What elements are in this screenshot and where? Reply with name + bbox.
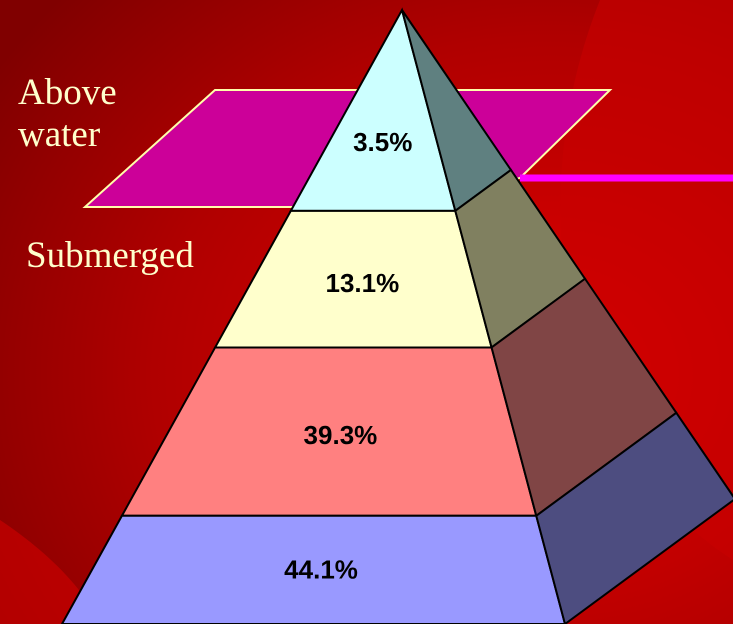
- value-label: 39.3%: [304, 420, 378, 450]
- value-label: 13.1%: [326, 268, 400, 298]
- background-swirl: [560, 0, 733, 560]
- value-label: 44.1%: [284, 555, 358, 585]
- annotation: Submerged: [26, 235, 194, 276]
- pyramid: 3.5% 13.1% 39.3% 44.1%: [60, 7, 733, 624]
- value-label: 3.5%: [353, 127, 412, 157]
- pyramid-layer-side: [535, 411, 733, 624]
- background-swirl: [0, 520, 100, 624]
- annotation: Above water: [18, 72, 117, 155]
- pyramid-layer: [60, 514, 567, 624]
